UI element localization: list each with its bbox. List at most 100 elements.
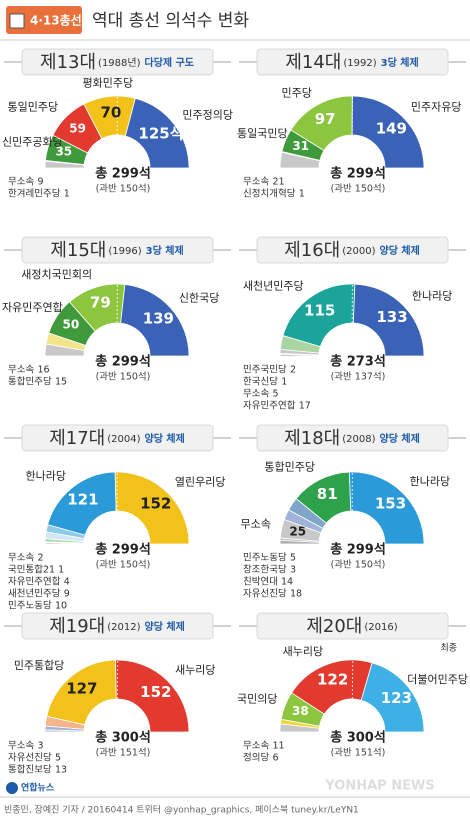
value-label-small: 15 <box>55 377 67 388</box>
credit: 빈종민, 장예진 기자 / 20160414 트위터 @yonhap_graph… <box>4 805 359 816</box>
value-label-small: 11 <box>272 741 284 752</box>
title-subtitle: 다당제 구도 <box>145 56 194 69</box>
value-label: 127 <box>66 680 97 698</box>
value-label-small: 1 <box>64 189 70 200</box>
title-box <box>21 236 214 264</box>
seat-segment <box>120 283 190 357</box>
party-name-small: 한국신당 <box>243 377 278 388</box>
logo-icon <box>6 782 18 794</box>
party-name: 국민의당 <box>237 692 277 705</box>
value-label: 97 <box>315 110 336 128</box>
chart-title: 제14대 (1992) 3당 체제 <box>285 52 418 73</box>
total-label: 총 299석 <box>95 166 151 182</box>
value-label-small: 21 <box>272 177 284 188</box>
title-subtitle: 양당 체제 <box>380 432 420 445</box>
party-name-small: 자유민주연합 <box>243 401 296 412</box>
chart-title: 제19대 (2012) 양당 체제 <box>49 616 185 637</box>
value-label: 50 <box>62 318 79 332</box>
value-label-small: 14 <box>281 577 293 588</box>
party-name: 통일민주당 <box>8 99 59 113</box>
title-period: (2004) <box>107 434 140 445</box>
value-label-small: 4 <box>64 577 70 588</box>
majority-label: (과반 150석) <box>331 184 386 195</box>
total-label: 총 299석 <box>330 166 386 182</box>
title-subtitle: 양당 체제 <box>145 432 185 445</box>
title-number: 제15대 <box>50 240 106 261</box>
party-name: 신한국당 <box>179 292 219 305</box>
party-name: 통합민주당 <box>264 461 315 474</box>
annotation: 최종 <box>440 643 457 654</box>
party-name-small: 민주노동당 <box>8 601 52 612</box>
title-box <box>256 236 449 264</box>
value-label: 115 <box>304 301 335 319</box>
value-label: 31 <box>292 139 309 153</box>
value-label: 152 <box>140 683 171 701</box>
title-period: (1992) <box>343 58 376 69</box>
party-name-small: 한겨레민주당 <box>8 189 61 200</box>
party-name-small: 정의당 <box>243 753 269 764</box>
party-name-small: 민주노동당 <box>243 553 287 564</box>
total-label: 총 300석 <box>95 730 151 746</box>
party-name-small: 무소속 <box>8 553 34 564</box>
chart-title: 제13대 (1988년) 다당제 구도 <box>40 52 194 73</box>
value-label-small: 5 <box>290 553 296 564</box>
party-name-small: 무소속 <box>243 177 269 188</box>
page-title: 역대 총선 의석수 변화 <box>92 11 249 31</box>
title-period: (1988년) <box>98 57 141 69</box>
title-number: 제18대 <box>284 428 340 449</box>
value-label: 35 <box>55 145 72 159</box>
logo-text: 연합뉴스 <box>21 782 55 794</box>
party-name-small: 무소속 <box>8 177 34 188</box>
value-label: 38 <box>292 704 309 718</box>
value-label: 139 <box>143 309 174 327</box>
party-name-small: 무소속 <box>8 365 34 376</box>
value-label-small: 5 <box>272 389 278 400</box>
ballot-icon <box>9 13 25 29</box>
party-name-small: 국민통합21 <box>8 565 55 576</box>
party-name-small: 무소속 <box>8 741 34 752</box>
value-label: 153 <box>375 495 406 513</box>
value-label: 70 <box>100 103 121 121</box>
party-name-small: 통합민주당 <box>8 377 52 388</box>
party-name: 자유민주연합 <box>2 301 63 314</box>
title-box <box>21 612 214 640</box>
party-name: 한나라당 <box>412 290 452 303</box>
value-label: 133 <box>376 308 407 326</box>
party-name: 한나라당 <box>25 470 65 483</box>
chart-title: 제17대 (2004) 양당 체제 <box>49 428 185 449</box>
value-label-small: 6 <box>272 753 278 764</box>
value-label-small: 1 <box>299 189 305 200</box>
watermark: YONHAP NEWS <box>324 779 434 794</box>
title-subtitle: 3당 체제 <box>381 56 419 69</box>
value-label: 122 <box>317 670 348 688</box>
title-number: 제19대 <box>49 616 105 637</box>
party-name: 신민주공화당 <box>2 135 63 148</box>
value-label: 152 <box>140 495 171 513</box>
party-name: 무소속 <box>241 517 271 530</box>
title-number: 제13대 <box>40 52 96 73</box>
value-label-small: 10 <box>55 601 67 612</box>
party-name: 민주자유당 <box>411 100 462 113</box>
party-name: 민주당 <box>282 86 312 99</box>
majority-label: (과반 150석) <box>96 372 151 383</box>
title-number: 제16대 <box>284 240 340 261</box>
party-name-small: 자유선진당 <box>243 589 287 600</box>
value-label-small: 16 <box>37 365 49 376</box>
value-label: 79 <box>90 294 111 312</box>
title-box <box>256 612 449 640</box>
chart-title: 제18대 (2008) 양당 체제 <box>284 428 420 449</box>
title-period: (1996) <box>108 246 141 257</box>
chart-title: 제15대 (1996) 3당 체제 <box>50 240 183 261</box>
title-number: 제20대 <box>306 616 362 637</box>
value-label: 59 <box>69 121 86 135</box>
party-name-small: 창조한국당 <box>243 565 287 576</box>
seat-segment <box>351 95 425 169</box>
majority-label: (과반 151석) <box>331 748 386 759</box>
total-label: 총 299석 <box>95 542 151 558</box>
